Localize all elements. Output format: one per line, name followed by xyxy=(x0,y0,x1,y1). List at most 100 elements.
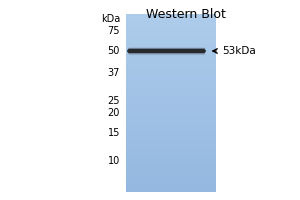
Bar xyxy=(126,48,216,49)
Bar xyxy=(126,125,216,126)
Bar xyxy=(126,160,216,161)
Bar xyxy=(126,157,216,158)
Bar xyxy=(126,178,216,179)
Bar xyxy=(126,146,216,147)
Bar xyxy=(126,52,216,53)
Bar xyxy=(126,187,216,188)
Bar xyxy=(126,182,216,183)
Bar xyxy=(126,84,216,85)
Bar xyxy=(126,81,216,82)
Bar xyxy=(126,130,216,131)
Bar xyxy=(126,176,216,177)
Bar xyxy=(126,68,216,69)
Bar xyxy=(126,181,216,182)
Bar xyxy=(126,115,216,116)
Bar xyxy=(126,170,216,171)
Bar xyxy=(126,73,216,74)
Bar xyxy=(126,151,216,152)
Bar xyxy=(126,121,216,122)
Bar xyxy=(126,172,216,173)
Bar xyxy=(126,139,216,140)
Bar xyxy=(126,38,216,39)
Bar xyxy=(126,60,216,61)
Bar xyxy=(126,177,216,178)
Bar xyxy=(126,72,216,73)
Text: 10: 10 xyxy=(108,156,120,166)
Bar xyxy=(126,99,216,100)
Bar xyxy=(126,14,216,15)
Bar xyxy=(126,85,216,86)
Bar xyxy=(126,150,216,151)
Bar xyxy=(126,63,216,64)
Bar xyxy=(126,61,216,62)
Bar xyxy=(126,136,216,137)
Bar xyxy=(126,36,216,37)
Bar xyxy=(126,154,216,155)
Bar xyxy=(126,97,216,98)
Bar xyxy=(126,78,216,79)
Bar xyxy=(126,134,216,135)
Bar xyxy=(126,71,216,72)
Bar xyxy=(126,149,216,150)
Text: Western Blot: Western Blot xyxy=(146,8,226,21)
Bar xyxy=(126,164,216,165)
Bar xyxy=(126,42,216,43)
Bar xyxy=(126,25,216,26)
Bar xyxy=(126,66,216,67)
Bar xyxy=(126,156,216,157)
Bar xyxy=(126,54,216,55)
Bar xyxy=(126,70,216,71)
Bar xyxy=(126,98,216,99)
Bar xyxy=(126,94,216,95)
Bar xyxy=(126,28,216,29)
Bar xyxy=(126,158,216,159)
Bar xyxy=(126,135,216,136)
Bar xyxy=(126,147,216,148)
Bar xyxy=(126,132,216,133)
Bar xyxy=(126,95,216,96)
Text: 15: 15 xyxy=(108,128,120,138)
Bar xyxy=(126,175,216,176)
Bar xyxy=(126,124,216,125)
Bar xyxy=(126,33,216,34)
Bar xyxy=(126,120,216,121)
Bar xyxy=(126,109,216,110)
Bar xyxy=(126,88,216,89)
Bar xyxy=(126,180,216,181)
Bar xyxy=(126,34,216,35)
Bar xyxy=(126,102,216,103)
Bar xyxy=(126,26,216,27)
Bar xyxy=(126,79,216,80)
Bar xyxy=(126,143,216,144)
Bar xyxy=(126,96,216,97)
Bar xyxy=(126,43,216,44)
Bar xyxy=(126,138,216,139)
Bar xyxy=(126,21,216,22)
Bar xyxy=(126,74,216,75)
Bar xyxy=(126,23,216,24)
Bar xyxy=(126,171,216,172)
Bar xyxy=(126,189,216,190)
Bar xyxy=(126,141,216,142)
Bar xyxy=(126,56,216,57)
Bar xyxy=(126,123,216,124)
Bar xyxy=(126,80,216,81)
Bar xyxy=(126,44,216,45)
Bar xyxy=(126,57,216,58)
Bar xyxy=(126,116,216,117)
Bar xyxy=(126,126,216,127)
Bar xyxy=(126,137,216,138)
Text: 25: 25 xyxy=(107,96,120,106)
Bar xyxy=(126,41,216,42)
Bar xyxy=(126,112,216,113)
Bar xyxy=(126,104,216,105)
Bar xyxy=(126,39,216,40)
Bar xyxy=(126,69,216,70)
Text: 20: 20 xyxy=(108,108,120,118)
Bar xyxy=(126,169,216,170)
Bar xyxy=(126,32,216,33)
Bar xyxy=(126,108,216,109)
Bar xyxy=(126,105,216,106)
Bar xyxy=(126,122,216,123)
Text: 50: 50 xyxy=(108,46,120,56)
